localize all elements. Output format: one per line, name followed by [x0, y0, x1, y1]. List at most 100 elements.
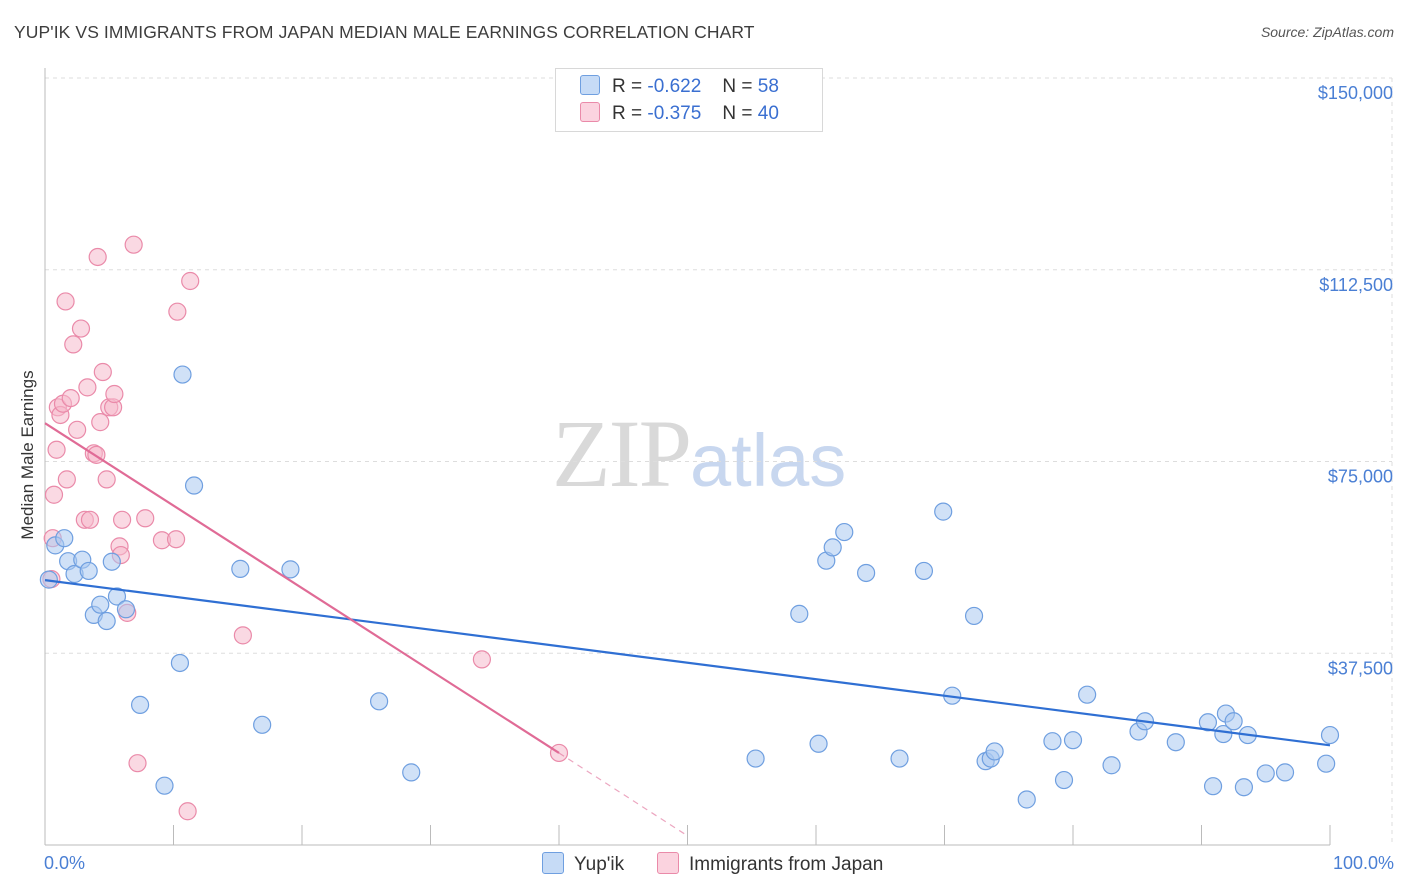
series-yupik: [39, 365, 1340, 809]
data-point-yupik: [173, 365, 192, 384]
data-point-yupik: [1078, 685, 1097, 704]
legend-n-value: 40: [757, 103, 779, 124]
data-point-yupik: [184, 476, 204, 495]
data-point-yupik: [107, 587, 127, 606]
legend-r-label: R =: [612, 103, 643, 124]
data-point-yupik: [1234, 778, 1254, 797]
bottom-legend-yupik: Yup'ik: [542, 852, 624, 876]
bottom-legend-japan: Immigrants from Japan: [657, 852, 883, 876]
data-point-yupik: [130, 695, 150, 714]
data-point-yupik: [97, 611, 116, 631]
bottom-legend-swatch-pink: [657, 852, 679, 874]
trend-line-yupik: [44, 579, 1331, 747]
data-point-yupik: [835, 522, 854, 542]
watermark-atlas: atlas: [690, 419, 847, 502]
data-point-japan: [68, 420, 87, 439]
axes: [44, 68, 1331, 846]
data-point-yupik: [790, 604, 809, 623]
data-point-yupik: [1063, 731, 1083, 750]
data-point-yupik: [1017, 790, 1036, 809]
data-point-japan: [93, 362, 112, 382]
chart-title: YUP'IK VS IMMIGRANTS FROM JAPAN MEDIAN M…: [14, 22, 755, 42]
y-tick-label: $112,500: [1319, 275, 1393, 295]
data-point-yupik: [1256, 764, 1275, 783]
legend-n-label: N =: [722, 76, 753, 97]
data-point-yupik: [79, 561, 98, 581]
legend-r-label: R =: [612, 76, 643, 97]
bottom-legend-label: Immigrants from Japan: [689, 854, 884, 875]
data-point-japan: [128, 754, 147, 773]
correlation-legend: R = -0.622 N = 58 R = -0.375 N = 40: [555, 68, 823, 132]
x-tick-label-max: 100.0%: [1333, 853, 1394, 873]
data-point-yupik: [281, 560, 300, 579]
data-point-japan: [64, 335, 83, 354]
gridlines: [45, 77, 1393, 845]
y-axis-title: Median Male Earnings: [18, 370, 37, 539]
data-point-yupik: [1043, 732, 1062, 751]
data-point-japan: [57, 470, 76, 489]
watermark: ZIPatlas: [552, 398, 846, 509]
data-point-japan: [91, 413, 110, 432]
legend-row-yupik: R = -0.622 N = 58: [580, 75, 779, 99]
y-tick-label: $37,500: [1328, 658, 1393, 678]
data-point-japan: [112, 510, 132, 529]
data-point-japan: [71, 319, 91, 338]
data-point-japan: [56, 292, 75, 311]
data-point-yupik: [253, 715, 272, 734]
data-point-yupik: [985, 742, 1004, 761]
data-point-yupik: [91, 595, 110, 614]
data-point-yupik: [1214, 724, 1233, 744]
legend-n-value: 58: [757, 76, 779, 97]
data-point-yupik: [964, 606, 984, 626]
data-point-yupik: [890, 749, 909, 768]
legend-swatch-blue: [580, 75, 600, 95]
data-point-japan: [124, 235, 143, 254]
data-point-japan: [472, 650, 491, 669]
data-point-japan: [168, 302, 187, 321]
data-point-japan: [80, 510, 100, 529]
legend-n-label: N =: [722, 103, 753, 124]
y-tick-label: $150,000: [1318, 83, 1393, 103]
data-point-japan: [88, 247, 107, 267]
data-point-yupik: [823, 538, 842, 557]
data-point-japan: [178, 802, 197, 821]
data-point-yupik: [1198, 713, 1218, 732]
data-point-yupik: [934, 502, 953, 521]
series-immigrants-from-japan: [42, 235, 569, 821]
data-point-yupik: [1317, 754, 1336, 773]
data-point-yupik: [116, 600, 136, 619]
data-point-yupik: [1102, 756, 1121, 775]
x-tick-label-min: 0.0%: [44, 853, 85, 873]
data-point-japan: [136, 509, 155, 528]
data-point-japan: [47, 440, 66, 459]
bottom-legend-label: Yup'ik: [574, 854, 625, 875]
data-point-japan: [97, 470, 116, 489]
trend-line-japan: [44, 422, 560, 754]
legend-r-value: -0.622: [647, 76, 702, 97]
data-point-yupik: [746, 749, 765, 768]
legend-row-japan: R = -0.375 N = 40: [580, 102, 779, 126]
trend-lines: [44, 422, 1331, 837]
data-point-japan: [166, 530, 186, 549]
data-point-yupik: [914, 561, 934, 581]
watermark-zip: ZIP: [552, 400, 692, 507]
data-point-yupik: [170, 653, 190, 673]
trend-line-japan-extension: [558, 752, 688, 837]
data-point-yupik: [102, 552, 121, 571]
data-point-yupik: [1054, 770, 1074, 790]
data-point-yupik: [1166, 733, 1185, 752]
legend-swatch-pink: [580, 102, 600, 122]
data-point-japan: [61, 388, 80, 408]
data-point-yupik: [1320, 725, 1340, 745]
data-point-yupik: [857, 563, 876, 583]
data-point-yupik: [231, 559, 250, 578]
source-credit: Source: ZipAtlas.com: [1260, 24, 1394, 40]
data-point-yupik: [1203, 777, 1223, 796]
data-point-japan: [78, 378, 97, 397]
legend-r-value: -0.375: [647, 103, 702, 124]
data-point-japan: [105, 384, 124, 404]
data-point-yupik: [1224, 712, 1243, 731]
bottom-legend-swatch-blue: [542, 852, 564, 874]
axis-labels: $37,500 $75,000 $112,500 $150,000 0.0% 100.0%…: [18, 83, 1394, 873]
